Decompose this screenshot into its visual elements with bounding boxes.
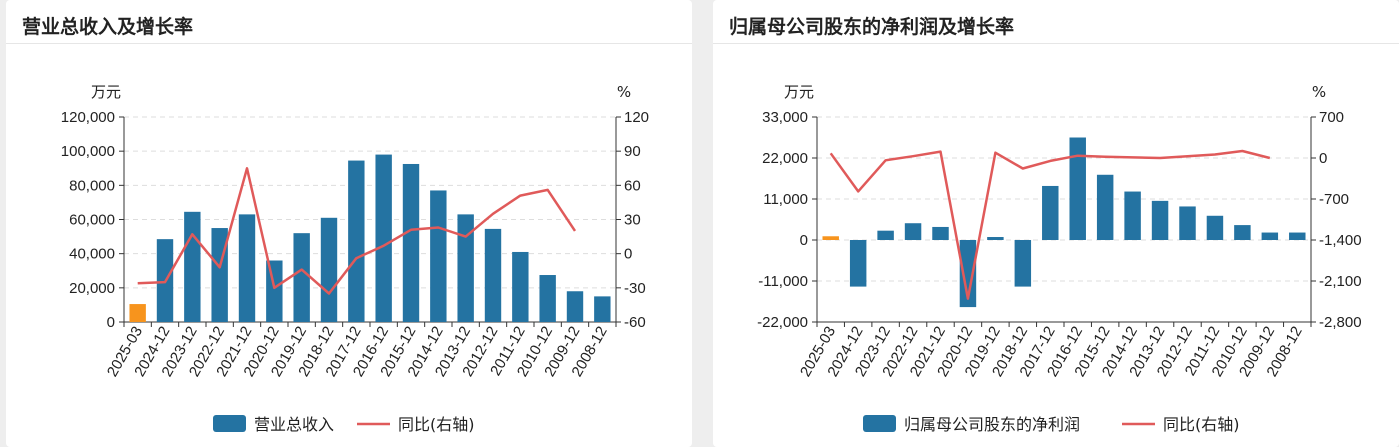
bar — [904, 223, 922, 240]
bar — [1069, 137, 1086, 240]
left-axis-tick-label: 40,000 — [69, 246, 115, 263]
net-profit-chart: -22,000 -11,000 0 11,000 22,000 33,000 -2,800 -… — [757, 83, 1362, 434]
left-axis-tick-label: -22,000 — [757, 314, 808, 331]
legend-line-label: 同比(右轴) — [398, 415, 475, 434]
bar — [1014, 240, 1032, 287]
growth-rate-line — [829, 149, 1271, 300]
chart-title: 归属母公司股东的净利润及增长率 — [729, 16, 1015, 38]
right-axis-tick-label: -2,100 — [1319, 273, 1362, 290]
right-axis-unit: % — [1312, 83, 1326, 101]
revenue-chart: 0 20,000 40,000 60,000 80,000 100,000 120,000 -… — [61, 83, 649, 434]
bar — [594, 296, 611, 322]
left-axis-tick-label: 22,000 — [762, 150, 808, 167]
bar — [987, 237, 1004, 240]
net-profit-chart-panel: 归属母公司股东的净利润及增长率 -22,000 -11,000 0 11,000 22,… — [713, 0, 1399, 447]
right-axis-tick-label: 120 — [624, 109, 649, 126]
bar — [539, 275, 556, 322]
bar — [402, 163, 420, 322]
left-axis-tick-label: 0 — [107, 314, 115, 331]
bar — [877, 230, 894, 240]
right-axis-tick-label: 0 — [1319, 150, 1327, 167]
bar — [184, 211, 201, 322]
right-axis-tick-label: 90 — [624, 143, 641, 160]
legend-line-label: 同比(右轴) — [1163, 415, 1240, 434]
right-axis-tick-label: -30 — [624, 280, 646, 297]
bar — [457, 214, 474, 322]
bar — [1179, 206, 1196, 240]
bar — [849, 240, 867, 287]
left-axis-tick-label: 100,000 — [61, 143, 115, 160]
right-axis-tick-label: -1,400 — [1319, 232, 1362, 249]
right-axis-tick-label: -2,800 — [1319, 314, 1362, 331]
bar — [348, 160, 365, 322]
bar — [1151, 200, 1169, 240]
bar — [822, 236, 839, 240]
bar — [512, 251, 529, 322]
bar — [932, 226, 949, 240]
chart-title: 营业总收入及增长率 — [22, 16, 194, 38]
revenue-chart-panel: 营业总收入及增长率 0 20,000 40,000 60,000 80,000 100,0… — [6, 0, 692, 447]
left-axis-unit: 万元 — [91, 83, 121, 101]
bar — [566, 291, 584, 322]
bar — [430, 190, 447, 322]
left-axis-tick-label: 11,000 — [763, 191, 808, 208]
bar — [484, 228, 502, 322]
left-axis-tick-label: 120,000 — [61, 109, 115, 126]
left-axis-tick-label: 60,000 — [69, 212, 115, 229]
bar — [1289, 232, 1306, 240]
bar — [238, 214, 256, 322]
right-axis-tick-label: -60 — [624, 314, 646, 331]
legend-bar-swatch — [863, 415, 896, 432]
right-axis-tick-label: 30 — [624, 212, 641, 229]
title-divider — [713, 43, 1399, 44]
title-divider — [6, 43, 692, 44]
bar — [293, 233, 310, 322]
left-axis-tick-label: 80,000 — [69, 177, 115, 194]
legend-bar-label: 归属母公司股东的净利润 — [904, 415, 1080, 434]
right-axis-tick-label: 0 — [624, 246, 632, 263]
bar — [1206, 215, 1224, 240]
bar — [1261, 232, 1279, 240]
bar — [959, 240, 977, 308]
bar — [1042, 185, 1059, 240]
bar — [1234, 225, 1251, 240]
bar — [129, 304, 146, 322]
left-axis-tick-label: 33,000 — [762, 109, 808, 126]
legend-bar-label: 营业总收入 — [254, 415, 334, 434]
bar — [375, 154, 392, 322]
growth-rate-line — [137, 167, 577, 295]
bar — [320, 217, 338, 322]
right-axis-unit: % — [617, 83, 631, 101]
legend-bar-swatch — [213, 415, 246, 432]
left-axis-tick-label: 20,000 — [69, 280, 115, 297]
bar — [266, 260, 283, 322]
left-axis-tick-label: -11,000 — [758, 273, 808, 290]
right-axis-tick-label: -700 — [1319, 191, 1349, 208]
bar — [1124, 191, 1141, 240]
left-axis-tick-label: 0 — [800, 232, 808, 249]
bar — [1096, 174, 1114, 240]
left-axis-unit: 万元 — [784, 83, 814, 101]
right-axis-tick-label: 60 — [624, 177, 641, 194]
right-axis-tick-label: 700 — [1319, 109, 1344, 126]
